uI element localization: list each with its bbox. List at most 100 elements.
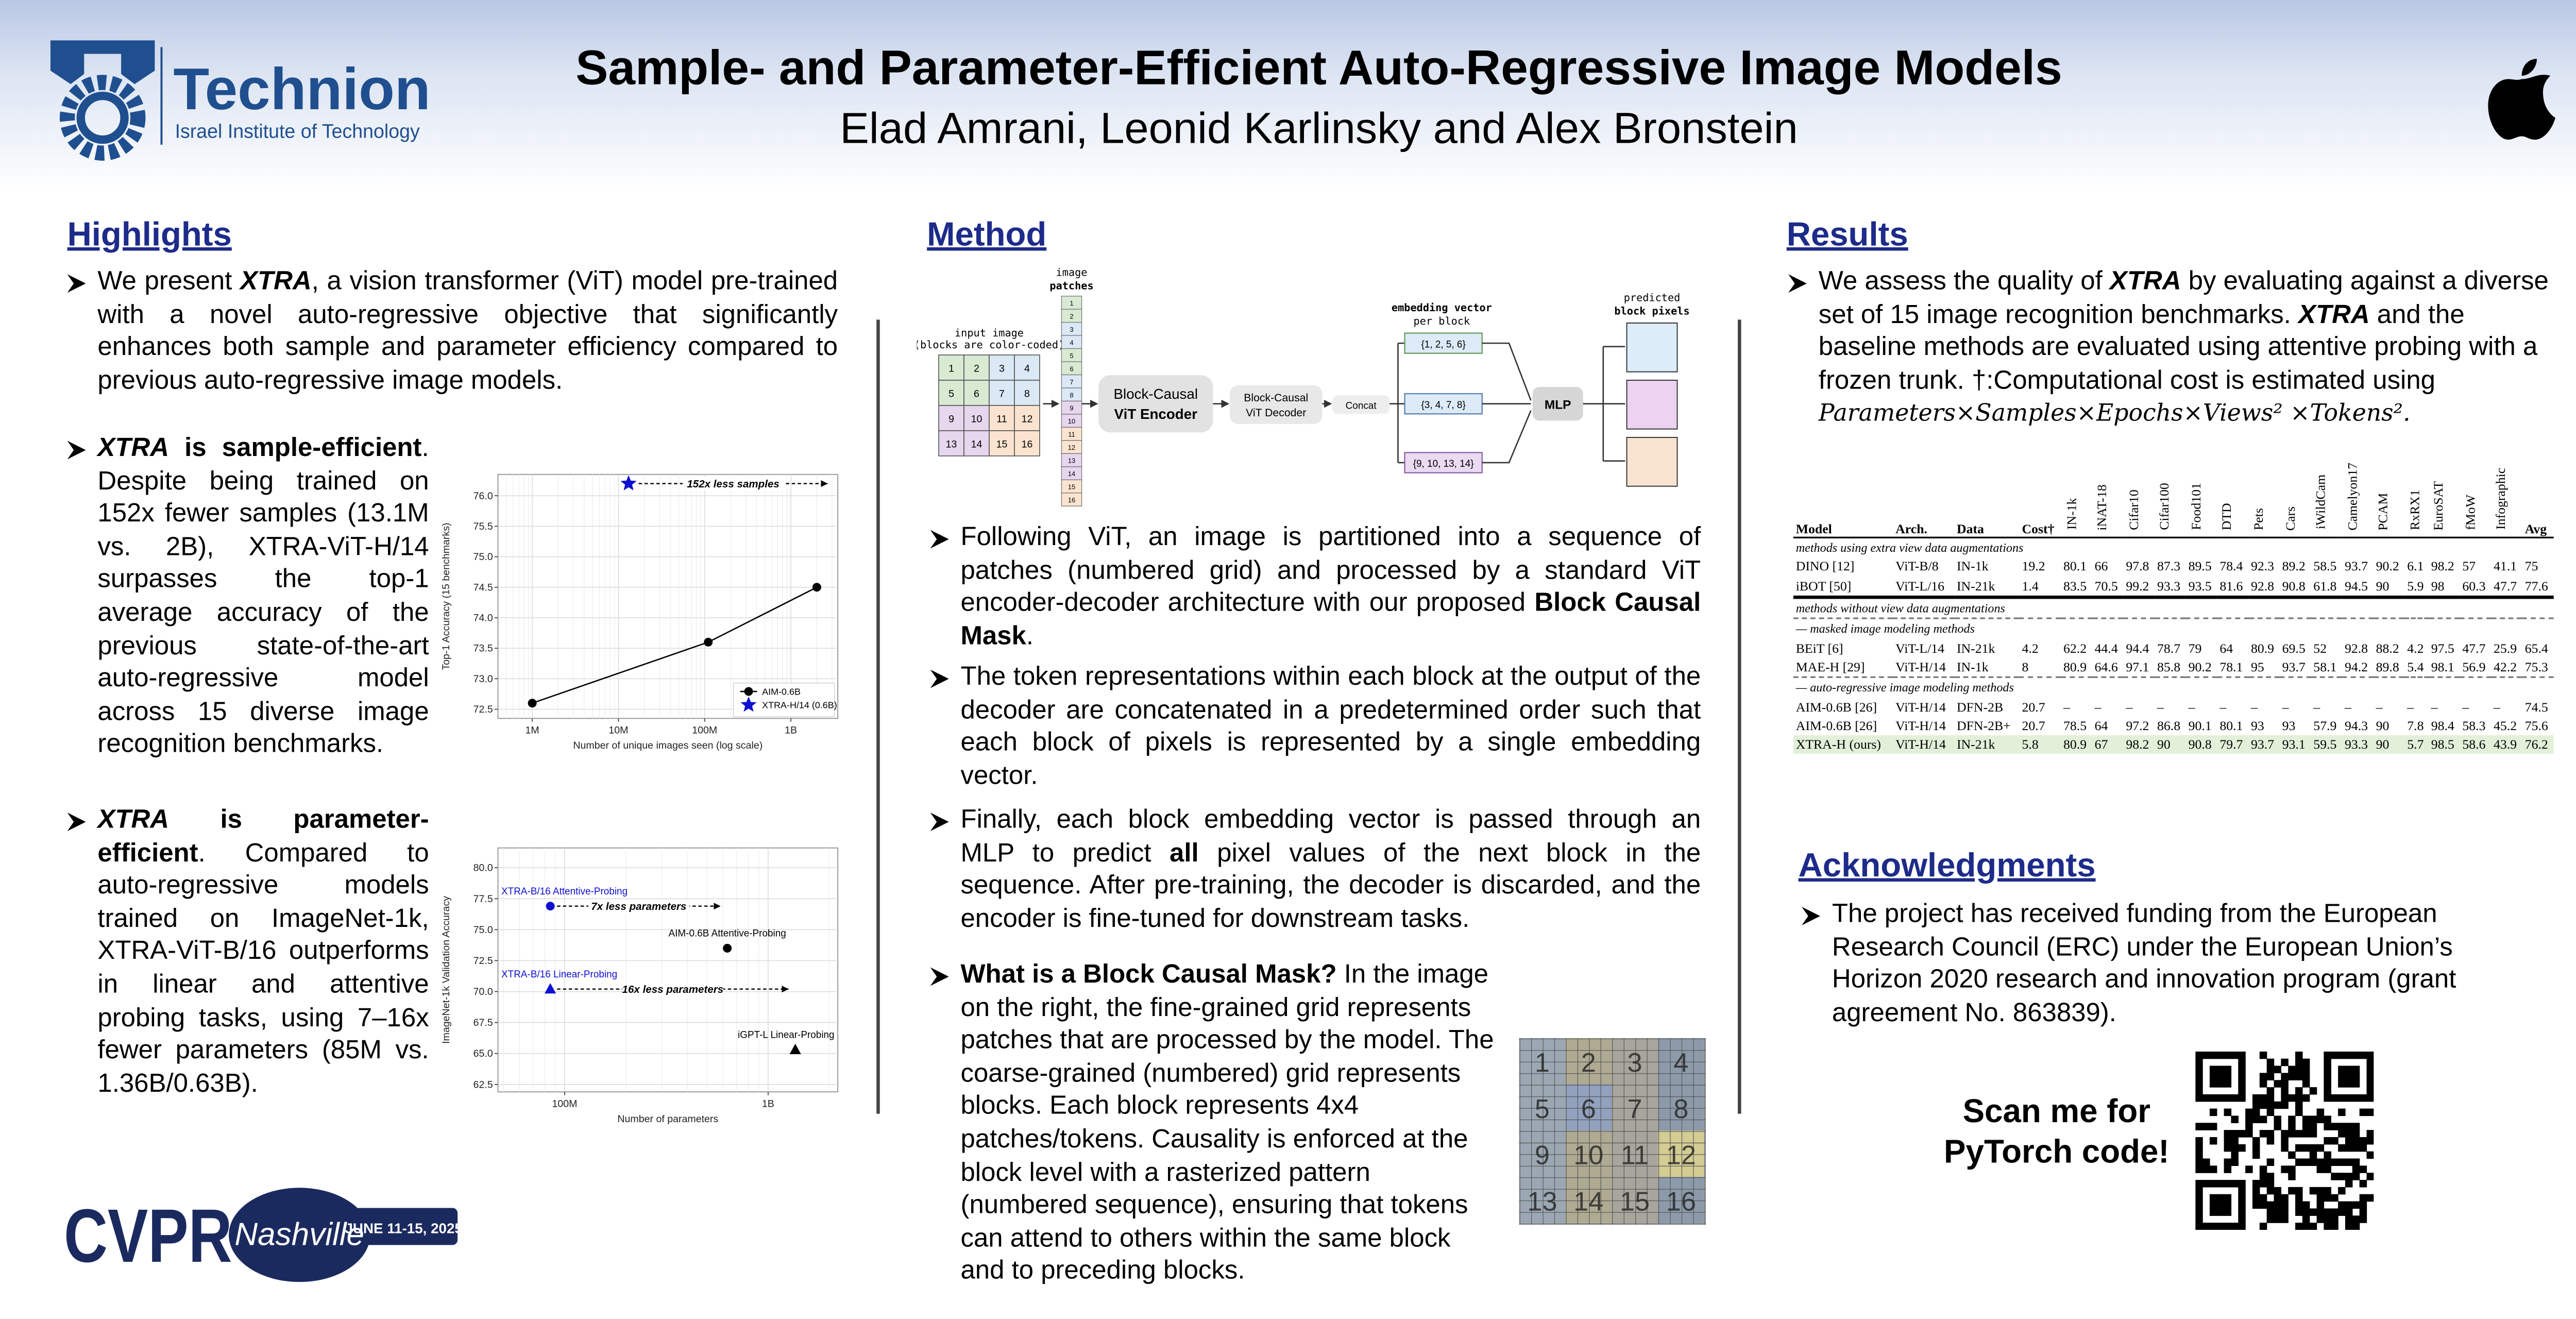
table-cell: 87.3	[2157, 559, 2181, 574]
text: IN-1k	[2063, 498, 2079, 530]
input-cell-label: 10	[971, 414, 982, 425]
qr-module	[2202, 1223, 2210, 1230]
qr-module	[2266, 1173, 2275, 1180]
qr-module	[2302, 1080, 2310, 1088]
qr-module	[2202, 1180, 2210, 1188]
mask-block-label: 9	[1535, 1141, 1550, 1171]
patch-cell-label: 7	[1070, 378, 1073, 386]
patch-cell-label: 1	[1070, 299, 1073, 307]
qr-module	[2324, 1215, 2331, 1223]
text: PyTorch code!	[1944, 1134, 2170, 1171]
bullet	[930, 669, 949, 688]
text: XTRA	[2109, 267, 2181, 296]
diagram-label: block pixels	[1614, 305, 1689, 317]
text: , a vision transformer (ViT) model pre-t…	[97, 267, 838, 395]
qr-module	[2331, 1173, 2338, 1180]
qr-module	[2352, 1137, 2360, 1145]
qr-module	[2352, 1201, 2360, 1209]
bullet	[1788, 274, 1807, 293]
table-cell: 83.5	[2063, 578, 2087, 594]
table-cell: 97.1	[2126, 659, 2149, 675]
qr-module	[2324, 1223, 2331, 1230]
qr-module	[2288, 1130, 2296, 1138]
qr-module	[2224, 1066, 2232, 1074]
qr-module	[2209, 1094, 2217, 1102]
text: all	[1170, 839, 1199, 868]
section-heading: Method	[927, 217, 1047, 255]
qr-module	[2238, 1051, 2246, 1059]
table-cell: 60.3	[2462, 578, 2486, 594]
input-cell	[989, 380, 1015, 406]
qr-module	[2345, 1094, 2353, 1102]
table-cell: 88.2	[2376, 640, 2399, 656]
qr-module	[2245, 1123, 2253, 1130]
table-cell: 75.6	[2524, 718, 2548, 734]
table-cell: –	[2344, 699, 2351, 715]
qr-module	[2195, 1215, 2203, 1223]
qr-module	[2316, 1201, 2325, 1209]
qr-module	[2281, 1101, 2289, 1109]
text: PCAM	[2376, 492, 2392, 530]
qr-module	[2245, 1130, 2253, 1138]
patch-cell	[1061, 440, 1082, 454]
qr-module	[2216, 1201, 2225, 1209]
table-cell: XTRA-H (ours)	[1793, 735, 1893, 754]
input-cell	[989, 405, 1015, 431]
qr-module	[2231, 1151, 2239, 1159]
qr-module	[2266, 1108, 2275, 1117]
qr-module	[2224, 1073, 2232, 1080]
patch-cell	[1061, 335, 1082, 349]
qr-module	[2216, 1066, 2225, 1074]
apple-logo	[2488, 59, 2555, 140]
qr-module	[2224, 1223, 2232, 1230]
qr-module	[2302, 1144, 2310, 1152]
predicted-block	[1626, 322, 1678, 373]
text: . Compared to auto-regressive models tra…	[97, 839, 429, 1098]
column-header: Pets	[2248, 456, 2280, 537]
qr-module	[2259, 1223, 2267, 1230]
qr-module	[2359, 1137, 2367, 1145]
column-header: IN-1k	[2061, 456, 2092, 537]
qr-module	[2259, 1080, 2267, 1088]
table-cell: ViT-B/8	[1895, 559, 1939, 574]
vector-box	[1404, 393, 1483, 415]
y-tick-label: 73.0	[473, 673, 493, 685]
input-cell-label: 14	[971, 439, 982, 450]
column-header: Camelyon17	[2342, 456, 2374, 537]
y-axis-label: Top-1 Accuracy (15 benchmarks)	[440, 522, 452, 670]
qr-module	[2195, 1137, 2203, 1145]
column-header: Cifar100	[2155, 456, 2186, 537]
qr-module	[2324, 1080, 2331, 1088]
qr-module	[2345, 1123, 2353, 1130]
mask-block	[1612, 1177, 1658, 1223]
logo-subtitle: Israel Institute of Technology	[175, 121, 420, 142]
qr-module	[2359, 1144, 2367, 1152]
text: In the image on the right, the fine-grai…	[960, 960, 1494, 1286]
qr-module	[2288, 1073, 2296, 1080]
table-cell: 90	[2376, 578, 2389, 594]
qr-module	[2281, 1087, 2289, 1095]
qr-module	[2295, 1094, 2303, 1102]
x-tick-label: 100M	[692, 725, 717, 736]
qr-module	[2345, 1173, 2353, 1180]
qr-module	[2245, 1165, 2253, 1173]
qr-module	[2252, 1194, 2260, 1202]
qr-module	[2238, 1144, 2246, 1152]
input-cell	[989, 354, 1015, 381]
qr-module	[2195, 1158, 2203, 1166]
parameter-efficiency-chart: 62.5 65.0 67.5 70.0 72.5 75.0 77.5 80.0 100M 1B Nu…	[440, 847, 839, 1125]
qr-module	[2338, 1108, 2346, 1117]
qr-module	[2345, 1208, 2353, 1216]
qr-module	[2281, 1130, 2289, 1138]
bullet	[67, 274, 86, 293]
table-cell: 93.5	[2188, 578, 2212, 594]
qr-module	[2295, 1051, 2303, 1059]
qr-module	[2231, 1158, 2239, 1166]
table-cell: 79.7	[2217, 735, 2249, 754]
input-cell-label: 5	[948, 388, 954, 400]
qr-module	[2195, 1208, 2203, 1216]
table-cell: 97.5	[2431, 640, 2454, 656]
qr-module	[2324, 1165, 2331, 1173]
y-tick-label: 77.5	[473, 893, 493, 905]
